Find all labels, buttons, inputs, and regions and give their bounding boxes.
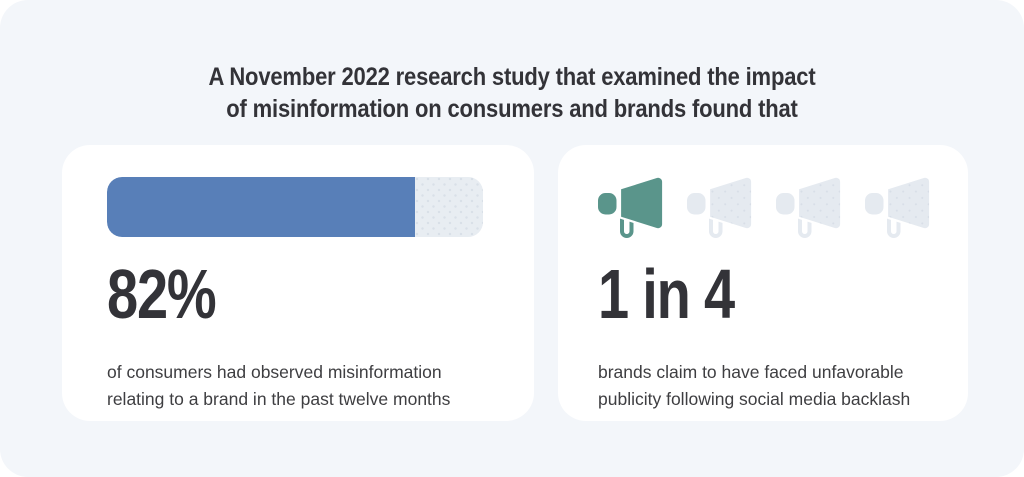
stat-description-line2: relating to a brand in the past twelve m… [107,389,451,410]
stat-description-consumers: of consumers had observed misinformation… [107,359,450,414]
stat-card-consumers: 82% of consumers had observed misinforma… [62,145,534,421]
page-title-line2: of misinformation on consumers and brand… [226,94,798,123]
megaphone-icon [687,176,753,238]
stat-description-brands: brands claim to have faced unfavorable p… [598,359,910,414]
page-title-line1: A November 2022 research study that exam… [208,62,816,91]
progress-bar-fill [107,177,416,237]
stat-card-brands: 1 in 4 brands claim to have faced unfavo… [558,145,968,421]
stat-value-82-percent: 82% [107,255,217,333]
stat-description-line1: brands claim to have faced unfavorable [598,361,904,382]
stat-value-1-in-4: 1 in 4 [598,255,735,333]
megaphone-icon [865,176,931,238]
stat-description-line2: publicity following social media backlas… [598,389,911,410]
stat-description-line1: of consumers had observed misinformation [107,361,442,382]
megaphone-row [598,176,931,240]
page-title: A November 2022 research study that exam… [61,61,962,125]
megaphone-icon [598,176,664,238]
progress-bar-track [107,177,483,237]
megaphone-icon [776,176,842,238]
